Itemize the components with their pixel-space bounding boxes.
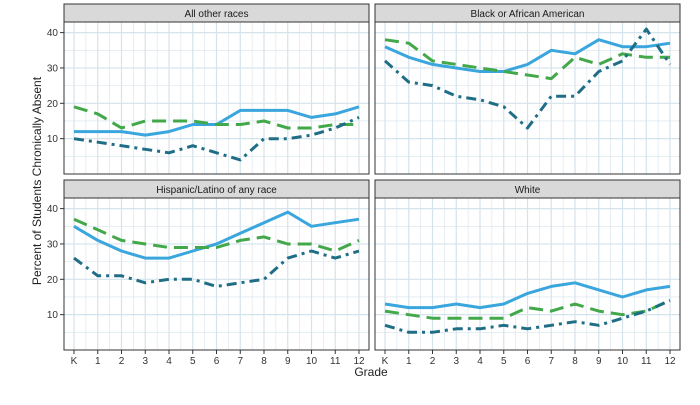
x-tick-label: 6 xyxy=(525,356,531,367)
y-tick-label: 30 xyxy=(47,63,59,74)
x-tick-label: 6 xyxy=(214,356,220,367)
facet-title: Hispanic/Latino of any race xyxy=(156,185,277,196)
x-tick-label: 12 xyxy=(353,356,365,367)
x-tick-label: 8 xyxy=(261,356,267,367)
y-tick-label: 40 xyxy=(47,204,59,215)
series-line-longdash xyxy=(384,38,670,81)
x-tick-label: 4 xyxy=(477,356,483,367)
x-tick-label: 10 xyxy=(617,356,629,367)
facet-panel: All other races 10 20 30 40 xyxy=(47,3,370,175)
x-tick-label: 7 xyxy=(548,356,554,367)
x-tick-label: 3 xyxy=(142,356,148,367)
x-tick-label: 9 xyxy=(285,356,291,367)
y-tick-label: 20 xyxy=(47,99,59,110)
x-tick-label: 8 xyxy=(572,356,578,367)
x-tick-label: 11 xyxy=(330,356,341,367)
facet-title: White xyxy=(515,185,541,196)
x-tick-label: 2 xyxy=(119,356,125,367)
x-axis-title: Grade xyxy=(354,365,388,379)
y-tick-label: 10 xyxy=(47,134,59,145)
series-line-dotdash xyxy=(73,249,360,288)
series-line-longdash xyxy=(384,299,671,320)
series-line-solid xyxy=(384,38,671,73)
x-tick-label: 1 xyxy=(406,356,412,367)
x-tick-label: 11 xyxy=(641,356,652,367)
x-tick-label: 10 xyxy=(306,356,318,367)
facet-title: All other races xyxy=(185,9,249,20)
series-line-dotdash xyxy=(73,116,360,162)
y-axis-title: Percent of Students Chronically Absent xyxy=(30,76,44,285)
x-tick-label: K xyxy=(71,356,78,367)
y-tick-label: 10 xyxy=(47,310,59,321)
x-tick-label: 7 xyxy=(237,356,243,367)
x-tick-label: 12 xyxy=(664,356,676,367)
facet-panel: Black or African American xyxy=(374,3,681,175)
x-tick-label: 9 xyxy=(596,356,602,367)
panel-border xyxy=(63,21,370,175)
x-tick-label: 1 xyxy=(95,356,101,367)
series-line-longdash xyxy=(73,105,359,130)
x-tick-label: 4 xyxy=(166,356,172,367)
x-tick-label: 5 xyxy=(501,356,507,367)
x-tick-label: 2 xyxy=(430,356,436,367)
series-line-solid xyxy=(384,281,671,310)
series-line-longdash xyxy=(73,217,360,253)
facet-title: Black or African American xyxy=(471,9,585,20)
y-tick-label: 20 xyxy=(47,275,59,286)
series-line-dotdash xyxy=(384,299,671,334)
series-line-solid xyxy=(73,210,360,260)
y-tick-label: 40 xyxy=(47,28,59,39)
y-tick-label: 30 xyxy=(47,239,59,250)
x-tick-label: 5 xyxy=(190,356,196,367)
panels-layer: All other races 10 20 30 40 Black or African … xyxy=(47,3,681,367)
panel-border xyxy=(374,21,681,175)
series-line-dotdash xyxy=(384,27,672,130)
x-tick-label: K xyxy=(382,356,389,367)
x-tick-label: 3 xyxy=(453,356,459,367)
